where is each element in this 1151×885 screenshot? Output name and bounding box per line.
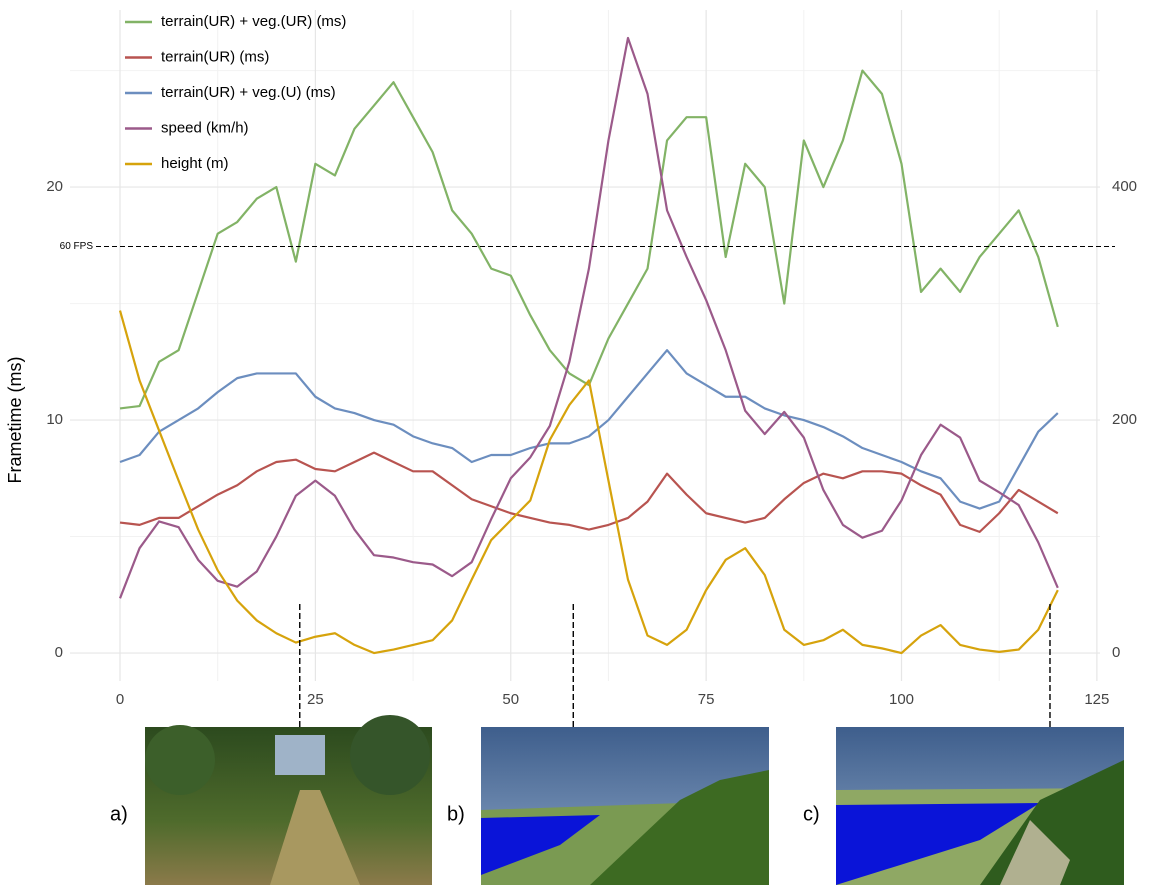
- x-tick-label: 125: [1084, 691, 1109, 708]
- y2-tick-label: 0: [1112, 644, 1120, 661]
- y-tick-label: 0: [55, 644, 63, 661]
- screenshot-c: [836, 727, 1124, 885]
- legend-label: speed (km/h): [161, 119, 249, 136]
- x-tick-label: 0: [116, 691, 124, 708]
- y2-tick-label: 200: [1112, 411, 1137, 428]
- screenshot-b: [481, 727, 769, 885]
- legend-label: terrain(UR) + veg.(UR) (ms): [161, 13, 346, 30]
- x-tick-label: 50: [502, 691, 519, 708]
- legend-label: terrain(UR) + veg.(U) (ms): [161, 84, 336, 101]
- chart: Frametime (ms) 0102002004000255075100125…: [0, 0, 1151, 885]
- legend-label: height (m): [161, 155, 229, 172]
- x-tick-label: 100: [889, 691, 914, 708]
- x-tick-label: 75: [698, 691, 715, 708]
- y2-tick-label: 400: [1112, 178, 1137, 195]
- x-tick-label: 25: [307, 691, 324, 708]
- legend-label: terrain(UR) (ms): [161, 48, 269, 65]
- y-axis-title: Frametime (ms): [5, 357, 25, 484]
- y-tick-label: 10: [46, 411, 63, 428]
- panel-label: a): [110, 803, 128, 825]
- panel-label: c): [803, 803, 820, 825]
- series-line: [120, 71, 1058, 409]
- panel-label: b): [447, 803, 465, 825]
- series-line: [120, 350, 1058, 508]
- screenshot-a: [145, 715, 432, 885]
- y-tick-label: 20: [46, 178, 63, 195]
- series-line: [120, 38, 1058, 598]
- fps-label: 60 FPS: [60, 241, 94, 252]
